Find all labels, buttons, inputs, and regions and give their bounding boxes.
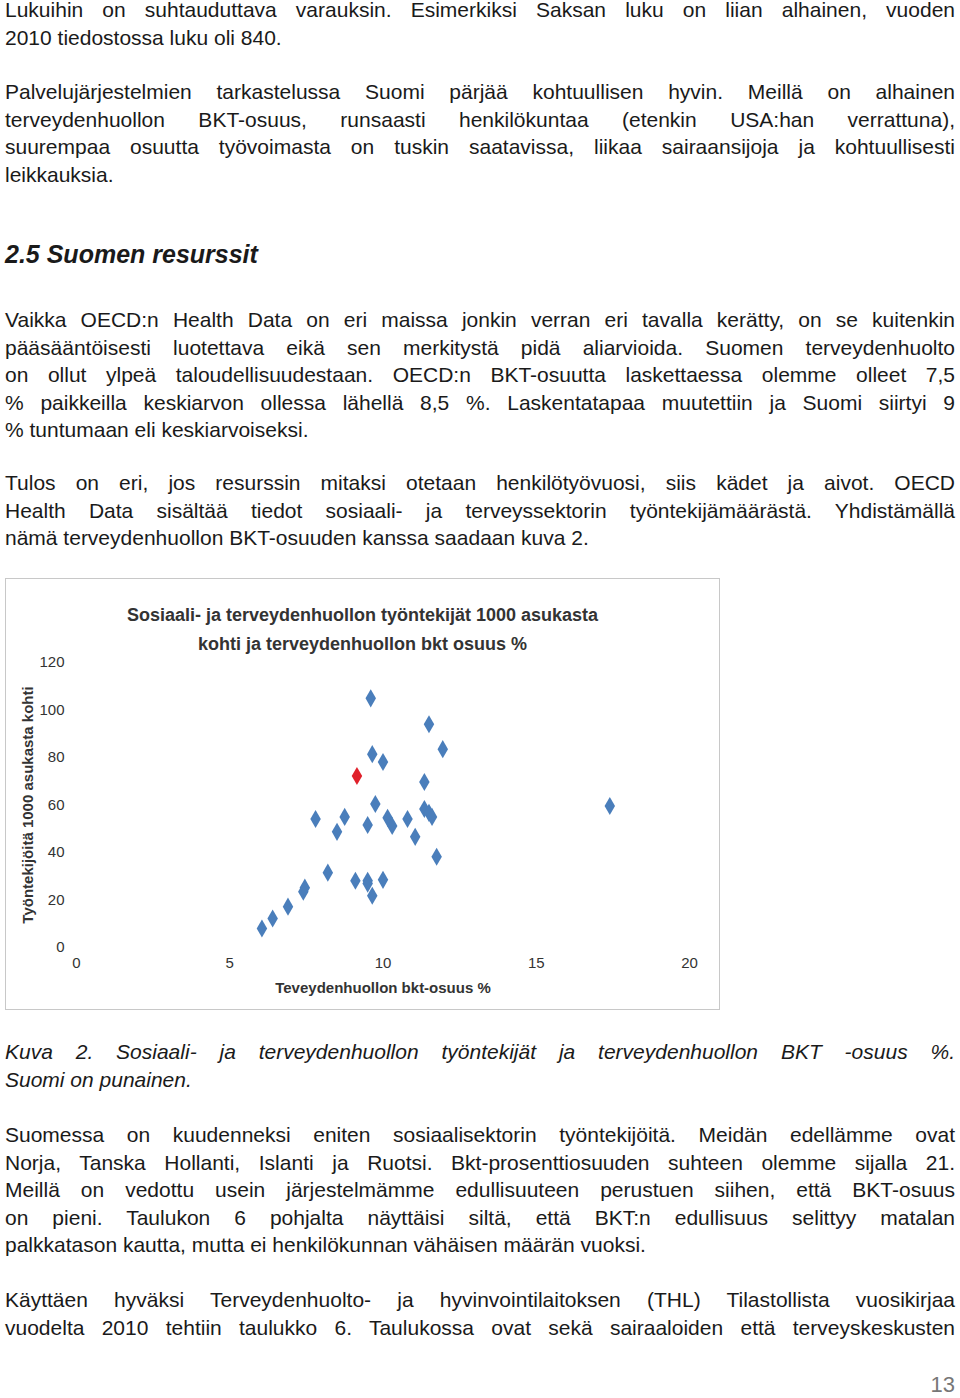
html-text:Sosiaali- ja terveydenhuollon: Sosiaali- ja terveydenhuollon työntekijä… bbox=[126, 605, 599, 625]
svg-text:0: 0 bbox=[72, 954, 80, 971]
svg-text:100: 100 bbox=[39, 701, 64, 718]
html-text:% tuntumaan eli keskiarvoiseks: % tuntumaan eli keskiarvoiseksi. bbox=[5, 418, 309, 442]
svg-text:20: 20 bbox=[681, 954, 698, 971]
svg-text:0: 0 bbox=[56, 938, 64, 955]
html-text:Kuva 2. Sosiaali- ja terveyden: Kuva 2. Sosiaali- ja terveydenhuollon ty… bbox=[5, 1040, 955, 1063]
svg-text:Työntekijöitä 1000 asukasta ko: Työntekijöitä 1000 asukasta kohti bbox=[19, 686, 36, 923]
svg-text:Teveydenhuollon bkt-osuus %: Teveydenhuollon bkt-osuus % bbox=[275, 979, 491, 996]
svg-text:80: 80 bbox=[48, 748, 65, 765]
html-text:Meillä on vedottu usein järjes: Meillä on vedottu usein järjestelmämme e… bbox=[5, 1178, 955, 1202]
html-text:nämä terveydenhuollon BKT-osuu: nämä terveydenhuollon BKT-osuuden kanssa… bbox=[5, 526, 589, 550]
svg-text:20: 20 bbox=[48, 891, 65, 908]
html-text:Palvelujärjestelmien tarkastel: Palvelujärjestelmien tarkastelussa Suomi… bbox=[5, 80, 955, 103]
html-text:Health Data sisältää tiedot so: Health Data sisältää tiedot sosiaali- ja… bbox=[5, 498, 955, 522]
html-text:terveydenhuollon BKT-osuus, ru: terveydenhuollon BKT-osuus, runsaasti he… bbox=[5, 107, 955, 131]
html-text:Suomi on punainen.: Suomi on punainen. bbox=[5, 1067, 192, 1091]
html-text:Käyttäen hyväksi Terveydenhuol: Käyttäen hyväksi Terveydenhuolto- ja hyv… bbox=[5, 1288, 955, 1311]
html-text:on ollut ylpeä taloudellisuude: on ollut ylpeä taloudellisuudestaan. OEC… bbox=[5, 363, 955, 387]
html-text:13: 13 bbox=[930, 1372, 955, 1397]
html-text:leikkauksia.: leikkauksia. bbox=[5, 162, 114, 186]
html-text:Norja, Tanska Hollanti, Islant: Norja, Tanska Hollanti, Islanti ja Ruots… bbox=[5, 1150, 955, 1174]
svg-text:5: 5 bbox=[226, 954, 234, 971]
html-text:on pieni. Taulukon 6 pohjalta: on pieni. Taulukon 6 pohjalta näyttäisi … bbox=[5, 1205, 955, 1229]
svg-text:40: 40 bbox=[48, 843, 65, 860]
svg-text:120: 120 bbox=[39, 654, 64, 670]
svg-text:10: 10 bbox=[375, 954, 392, 971]
html-text:Suomessa on kuudenneksi eniten: Suomessa on kuudenneksi eniten sosiaalis… bbox=[5, 1123, 955, 1146]
svg-text:15: 15 bbox=[528, 954, 545, 971]
html-text:% paikkeilla keskiarvon olless: % paikkeilla keskiarvon ollessa lähellä … bbox=[5, 390, 955, 414]
html-text:palkkatason kautta, mutta ei h: palkkatason kautta, mutta ei henkilökunn… bbox=[5, 1233, 646, 1257]
html-text:kohti ja terveydenhuollon bkt: kohti ja terveydenhuollon bkt osuus % bbox=[198, 634, 527, 654]
html-text:pääsääntöisesti luotettava eik: pääsääntöisesti luotettava eikä sen merk… bbox=[5, 335, 955, 359]
html-text:suurempaa osuutta työvoimasta: suurempaa osuutta työvoimasta on tuskin … bbox=[5, 135, 955, 159]
html-text:2.5 Suomen resurssit: 2.5 Suomen resurssit bbox=[5, 240, 258, 268]
svg-text:60: 60 bbox=[48, 796, 65, 813]
html-text:vuodelta 2010 tehtiin taulukko: vuodelta 2010 tehtiin taulukko 6. Tauluk… bbox=[5, 1315, 955, 1339]
html-text:Tulos on eri, jos resurssin mi: Tulos on eri, jos resurssin mitaksi otet… bbox=[5, 471, 955, 494]
html-text:2010 tiedostossa luku oli 840.: 2010 tiedostossa luku oli 840. bbox=[5, 25, 282, 49]
html-text:Vaikka OECD:n Health Data on e: Vaikka OECD:n Health Data on eri maissa … bbox=[5, 308, 955, 331]
